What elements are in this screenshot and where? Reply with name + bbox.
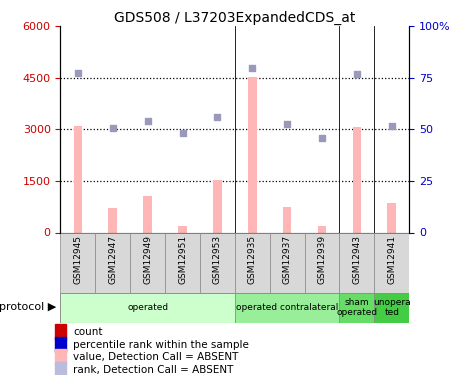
- Bar: [374, 232, 409, 292]
- Bar: [95, 232, 130, 292]
- Bar: [339, 232, 374, 292]
- Point: [388, 123, 395, 129]
- Bar: [248, 77, 257, 232]
- Bar: [283, 207, 292, 232]
- Point: [179, 130, 186, 136]
- Point: [74, 70, 82, 76]
- Bar: [235, 292, 339, 322]
- Point: [248, 64, 256, 70]
- Text: GSM12941: GSM12941: [387, 235, 396, 284]
- Bar: [73, 126, 82, 232]
- Point: [318, 135, 325, 141]
- Bar: [55, 324, 66, 340]
- Text: GSM12937: GSM12937: [283, 235, 292, 284]
- Bar: [352, 128, 361, 232]
- Text: rank, Detection Call = ABSENT: rank, Detection Call = ABSENT: [73, 365, 233, 375]
- Point: [144, 118, 152, 124]
- Bar: [55, 349, 66, 365]
- Title: GDS508 / L37203ExpandedCDS_at: GDS508 / L37203ExpandedCDS_at: [114, 11, 356, 25]
- Bar: [130, 232, 165, 292]
- Text: operated: operated: [127, 303, 168, 312]
- Bar: [178, 226, 187, 232]
- Text: GSM12953: GSM12953: [213, 235, 222, 284]
- Text: GSM12951: GSM12951: [178, 235, 187, 284]
- Bar: [235, 232, 270, 292]
- Bar: [387, 202, 396, 232]
- Bar: [305, 232, 339, 292]
- Text: percentile rank within the sample: percentile rank within the sample: [73, 339, 249, 350]
- Bar: [108, 209, 117, 232]
- Bar: [143, 196, 152, 232]
- Bar: [270, 232, 305, 292]
- Text: GSM12949: GSM12949: [143, 235, 152, 284]
- Bar: [60, 292, 235, 322]
- Text: count: count: [73, 327, 103, 337]
- Point: [109, 124, 116, 130]
- Point: [283, 121, 291, 127]
- Text: GSM12939: GSM12939: [318, 235, 326, 284]
- Text: value, Detection Call = ABSENT: value, Detection Call = ABSENT: [73, 352, 239, 362]
- Text: GSM12943: GSM12943: [352, 235, 361, 284]
- Bar: [213, 180, 222, 232]
- Point: [214, 114, 221, 120]
- Bar: [374, 292, 409, 322]
- Bar: [200, 232, 235, 292]
- Text: unopera
ted: unopera ted: [373, 298, 411, 317]
- Point: [353, 70, 361, 77]
- Text: protocol ▶: protocol ▶: [0, 303, 56, 312]
- Bar: [60, 232, 95, 292]
- Bar: [339, 292, 374, 322]
- Bar: [55, 362, 66, 375]
- Bar: [165, 232, 200, 292]
- Bar: [318, 226, 326, 232]
- Text: operated contralateral: operated contralateral: [236, 303, 339, 312]
- Text: GSM12935: GSM12935: [248, 235, 257, 284]
- Bar: [55, 337, 66, 352]
- Text: GSM12945: GSM12945: [73, 235, 82, 284]
- Text: GSM12947: GSM12947: [108, 235, 117, 284]
- Text: sham
operated: sham operated: [336, 298, 378, 317]
